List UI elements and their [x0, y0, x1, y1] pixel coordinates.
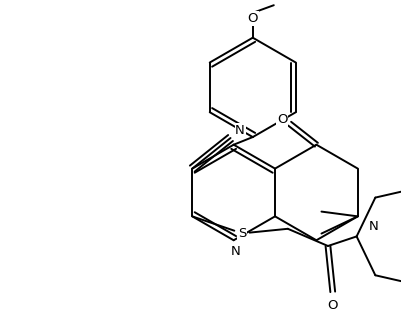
- Text: N: N: [230, 245, 240, 258]
- Text: N: N: [235, 124, 244, 137]
- Text: O: O: [276, 113, 287, 126]
- Text: N: N: [368, 220, 378, 233]
- Text: O: O: [327, 299, 337, 312]
- Text: O: O: [247, 12, 257, 25]
- Text: S: S: [237, 227, 245, 240]
